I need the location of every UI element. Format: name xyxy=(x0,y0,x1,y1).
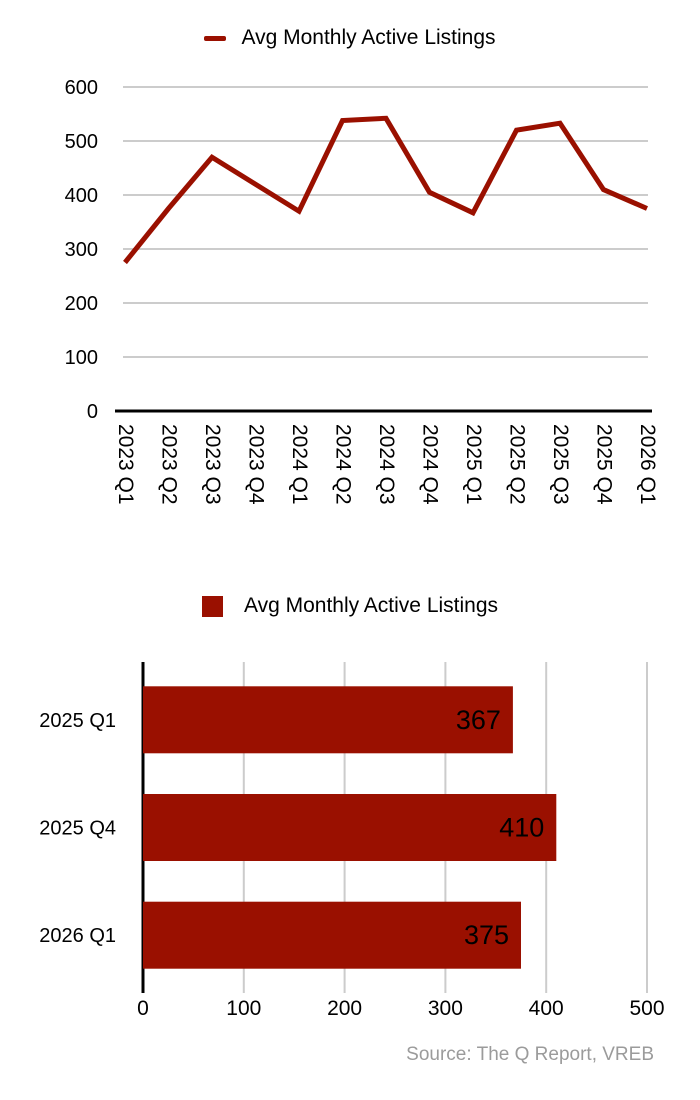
x-axis-label: 2023 Q3 xyxy=(201,424,224,505)
legend-label: Avg Monthly Active Listings xyxy=(241,26,496,49)
category-label: 2025 Q4 xyxy=(39,818,116,840)
x-axis-label: 500 xyxy=(629,997,664,1020)
x-axis-label: 100 xyxy=(226,997,261,1020)
x-axis-label: 0 xyxy=(137,997,149,1020)
x-axis-label: 2026 Q1 xyxy=(636,424,659,505)
y-axis-label: 400 xyxy=(65,185,98,207)
x-axis-label: 300 xyxy=(428,997,463,1020)
category-label: 2025 Q1 xyxy=(39,710,116,732)
bar-value-label: 375 xyxy=(464,920,509,950)
y-axis-label: 600 xyxy=(65,77,98,99)
x-axis-label: 200 xyxy=(327,997,362,1020)
y-axis-label: 300 xyxy=(65,239,98,261)
x-axis-label: 2025 Q4 xyxy=(593,424,616,505)
legend-bar-swatch xyxy=(201,595,223,617)
x-axis-label: 2025 Q1 xyxy=(462,424,485,505)
x-axis-label: 2025 Q3 xyxy=(549,424,572,505)
x-axis-label: 2025 Q2 xyxy=(506,424,529,505)
bar-value-label: 410 xyxy=(499,813,544,843)
x-axis-label: 2023 Q4 xyxy=(245,424,268,505)
y-axis-label: 0 xyxy=(87,401,98,423)
x-axis-label: 2024 Q4 xyxy=(419,424,442,505)
x-axis-label: 2024 Q2 xyxy=(332,424,355,505)
y-axis-label: 200 xyxy=(65,293,98,315)
y-axis-label: 100 xyxy=(65,347,98,369)
y-axis-label: 500 xyxy=(65,131,98,153)
x-axis-label: 400 xyxy=(529,997,564,1020)
line-chart: 0 100 200 300 400 500 600 2023 Q1 2023 Q2 2023 Q3… xyxy=(65,77,659,505)
line-series-path xyxy=(123,115,648,265)
bar-chart-legend: Avg Monthly Active Listings xyxy=(0,592,700,620)
legend-line-swatch xyxy=(204,35,227,41)
legend-label: Avg Monthly Active Listings xyxy=(243,594,499,617)
bar xyxy=(143,794,557,861)
line-chart-legend: Avg Monthly Active Listings xyxy=(0,24,700,52)
x-axis-label: 2023 Q1 xyxy=(114,424,137,505)
bar xyxy=(143,901,521,969)
bar xyxy=(143,686,513,754)
x-axis-label: 2023 Q2 xyxy=(158,424,181,505)
category-label: 2026 Q1 xyxy=(39,925,116,947)
bar-chart: 0 100 200 300 400 500 367 2025 Q1 410 2025 Q4 375 2… xyxy=(39,662,665,1020)
bar-value-label: 367 xyxy=(456,705,501,735)
x-axis-label: 2024 Q3 xyxy=(375,424,398,505)
source-note: Source: The Q Report, VREB xyxy=(406,1044,654,1065)
x-axis-label: 2024 Q1 xyxy=(288,424,311,505)
